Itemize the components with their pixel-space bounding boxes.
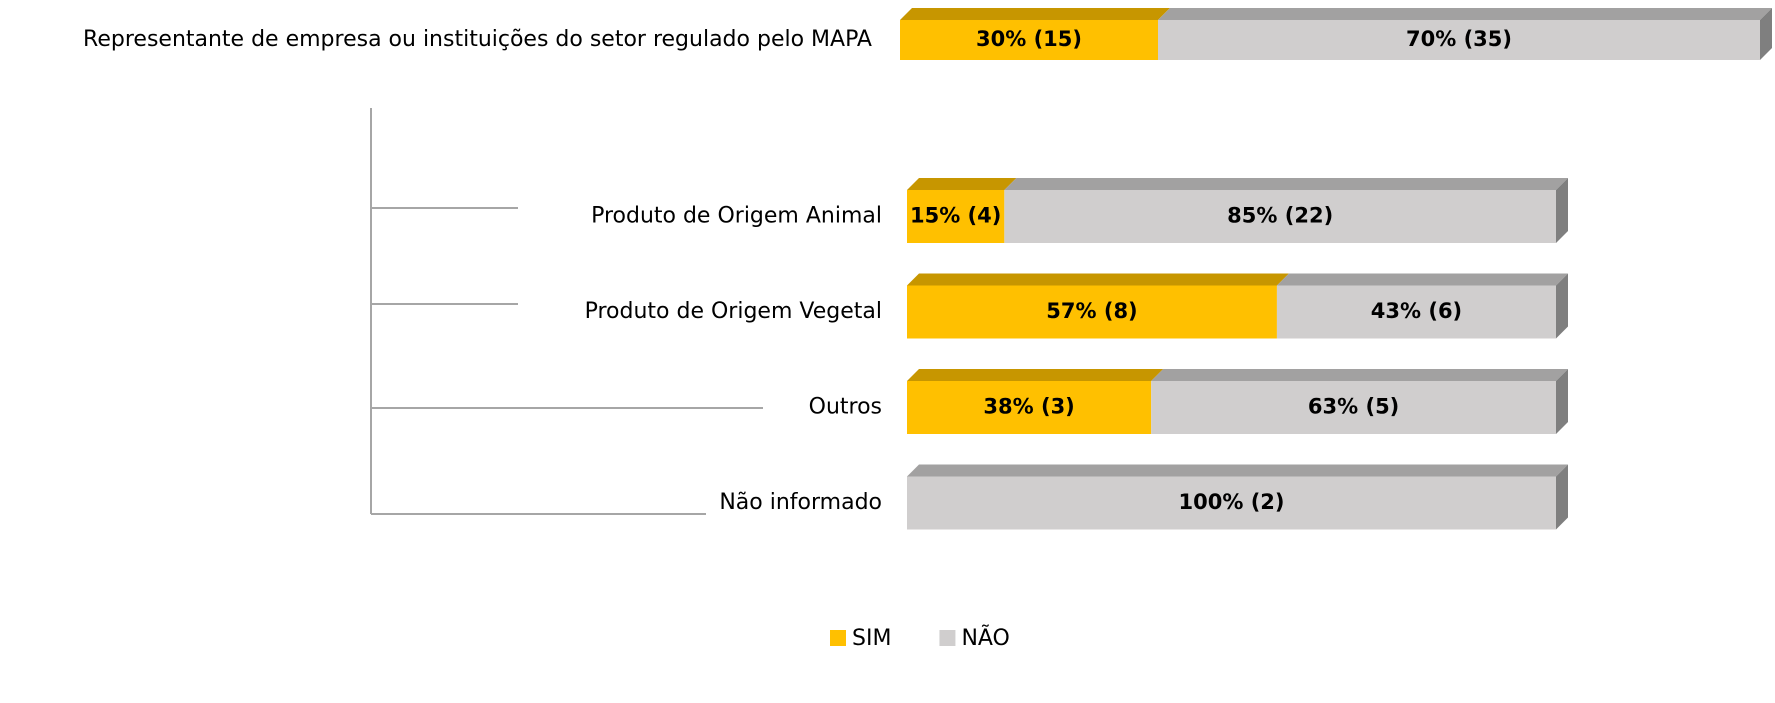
bar-top [907, 273, 1289, 286]
bar-top [900, 8, 1170, 20]
value-label: 38% (3) [983, 395, 1074, 419]
legend-swatch [830, 630, 846, 646]
category-label: Outros [809, 395, 882, 420]
bar [1151, 381, 1556, 434]
bar-top [1158, 8, 1772, 20]
bar-side [1556, 178, 1568, 243]
bar-top [1276, 273, 1568, 286]
bar-side [1760, 8, 1772, 60]
bar-top [907, 178, 1017, 190]
bar-top [907, 369, 1164, 381]
bar-top [1151, 369, 1568, 381]
legend-swatch [939, 630, 956, 646]
bar-top [1004, 178, 1568, 190]
value-label: 63% (5) [1308, 395, 1399, 419]
category-label: Não informado [719, 490, 882, 515]
category-label: Produto de Origem Vegetal [585, 299, 882, 324]
legend-label: NÃO [961, 624, 1009, 651]
value-label: 30% (15) [976, 27, 1082, 51]
bar [1004, 190, 1556, 243]
bar [900, 20, 1158, 60]
legend-label: SIM [852, 626, 891, 651]
bar [907, 190, 1005, 243]
value-label: 70% (35) [1406, 27, 1512, 51]
category-label: Representante de empresa ou instituições… [83, 27, 872, 52]
bar-side [1556, 369, 1568, 434]
bar [907, 285, 1277, 339]
bar [1276, 285, 1556, 339]
bar-side [1556, 273, 1568, 339]
bracket [370, 108, 763, 515]
category-label: Produto de Origem Animal [591, 204, 882, 229]
bar-side [1556, 464, 1568, 530]
bar-top [907, 464, 1568, 477]
value-label: 43% (6) [1371, 299, 1462, 323]
bar [1158, 20, 1760, 60]
value-label: 100% (2) [1179, 490, 1285, 514]
bar [907, 476, 1556, 530]
bar [907, 381, 1152, 434]
value-label: 57% (8) [1046, 299, 1137, 323]
value-label: 85% (22) [1227, 204, 1333, 228]
value-label: 15% (4) [910, 204, 1001, 228]
